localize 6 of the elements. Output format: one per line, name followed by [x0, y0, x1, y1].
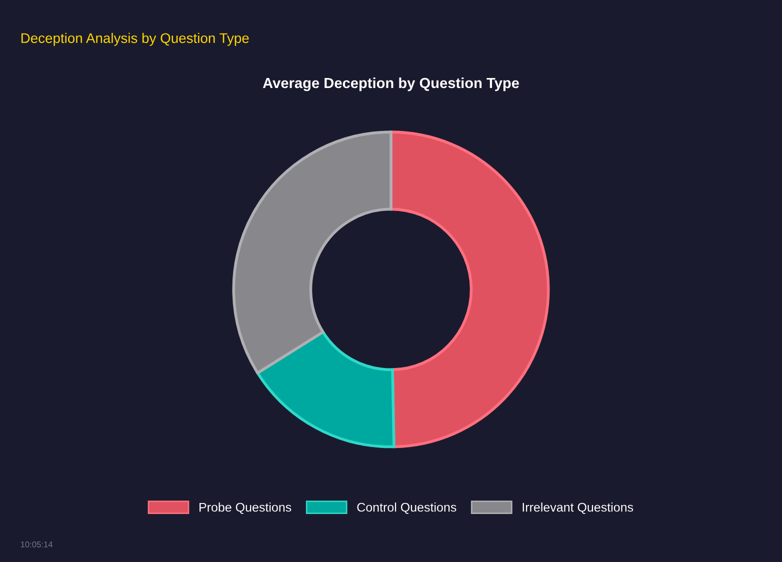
legend-label: Control Questions	[357, 502, 456, 514]
legend-label: Irrelevant Questions	[522, 502, 634, 514]
text: 10:05:14	[20, 541, 53, 548]
chart-title: Deception Analysis by Question Type	[21, 32, 249, 46]
chart-subtitle: Average Deception by Question Type	[262, 77, 519, 92]
legend-label: Probe Questions	[200, 502, 292, 514]
